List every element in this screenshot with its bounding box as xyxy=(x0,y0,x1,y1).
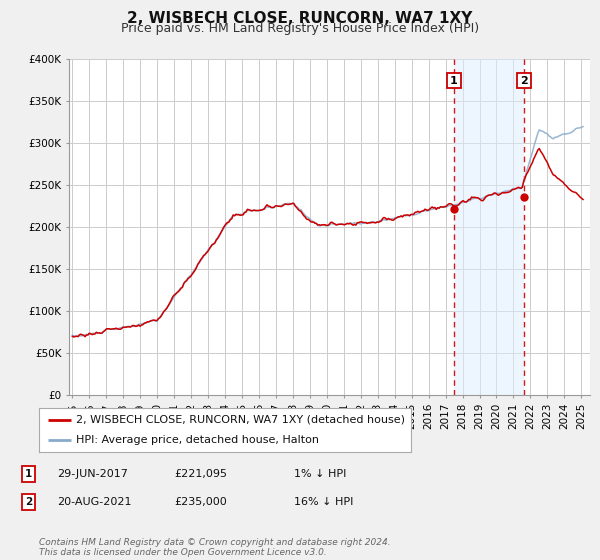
Text: HPI: Average price, detached house, Halton: HPI: Average price, detached house, Halt… xyxy=(76,435,319,445)
Text: £235,000: £235,000 xyxy=(174,497,227,507)
Text: £221,095: £221,095 xyxy=(174,469,227,479)
Text: Price paid vs. HM Land Registry's House Price Index (HPI): Price paid vs. HM Land Registry's House … xyxy=(121,22,479,35)
Text: Contains HM Land Registry data © Crown copyright and database right 2024.
This d: Contains HM Land Registry data © Crown c… xyxy=(39,538,391,557)
Text: 1: 1 xyxy=(25,469,32,479)
Bar xyxy=(454,59,524,395)
Text: 2, WISBECH CLOSE, RUNCORN, WA7 1XY (detached house): 2, WISBECH CLOSE, RUNCORN, WA7 1XY (deta… xyxy=(76,415,405,425)
Text: 2: 2 xyxy=(25,497,32,507)
Text: 16% ↓ HPI: 16% ↓ HPI xyxy=(294,497,353,507)
Text: 1: 1 xyxy=(450,76,458,86)
Text: 1% ↓ HPI: 1% ↓ HPI xyxy=(294,469,346,479)
Text: 2: 2 xyxy=(520,76,528,86)
Text: 20-AUG-2021: 20-AUG-2021 xyxy=(57,497,131,507)
Text: 29-JUN-2017: 29-JUN-2017 xyxy=(57,469,128,479)
Text: 2, WISBECH CLOSE, RUNCORN, WA7 1XY: 2, WISBECH CLOSE, RUNCORN, WA7 1XY xyxy=(127,11,473,26)
